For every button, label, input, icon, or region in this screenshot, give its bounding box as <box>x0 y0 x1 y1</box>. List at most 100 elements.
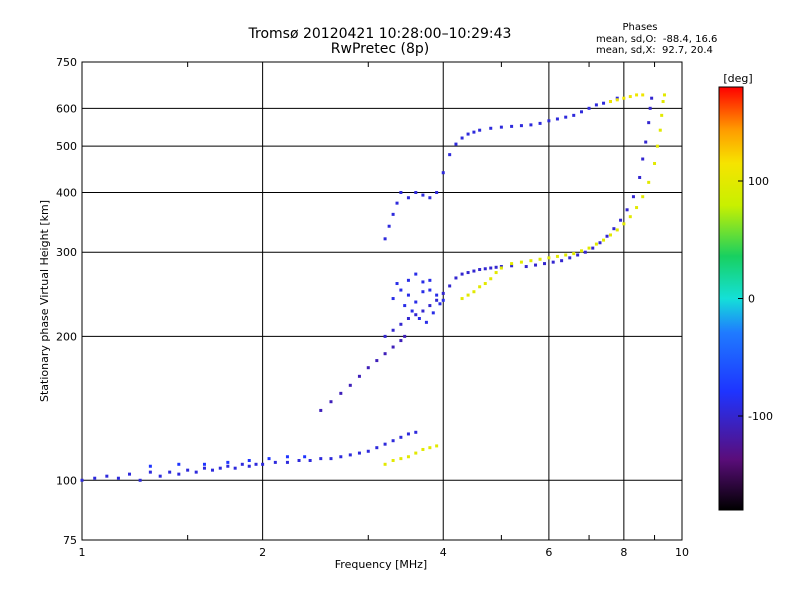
data-point <box>602 101 606 105</box>
data-point <box>538 257 542 261</box>
data-point <box>428 278 432 282</box>
data-point <box>383 442 387 446</box>
data-point <box>417 316 421 320</box>
y-tick-label: 300 <box>56 246 77 259</box>
data-point <box>240 462 244 466</box>
data-point <box>366 449 370 453</box>
data-point <box>460 297 464 301</box>
data-point <box>158 474 162 478</box>
y-tick-label: 600 <box>56 102 77 115</box>
data-point <box>580 249 584 253</box>
data-point <box>329 457 333 461</box>
data-point <box>428 446 432 450</box>
data-point <box>247 464 251 468</box>
data-point <box>435 444 439 448</box>
data-point <box>391 328 395 332</box>
data-point <box>660 113 664 117</box>
data-point <box>510 262 514 266</box>
data-point <box>410 309 414 313</box>
data-point <box>391 439 395 443</box>
y-tick-label: 750 <box>56 56 77 69</box>
data-point <box>641 93 645 97</box>
data-point <box>494 265 498 269</box>
data-point <box>428 196 432 200</box>
data-point <box>414 190 418 194</box>
data-point <box>583 250 587 254</box>
phases-title: Phases <box>622 22 658 33</box>
data-point <box>441 298 445 302</box>
data-point <box>406 455 410 459</box>
data-point <box>391 458 395 462</box>
data-point <box>499 266 503 270</box>
data-point <box>608 233 612 237</box>
data-point <box>489 266 493 270</box>
data-point <box>499 125 503 129</box>
data-point <box>615 228 619 232</box>
x-tick-label: 10 <box>675 546 689 559</box>
data-point <box>622 96 626 100</box>
y-tick-label: 400 <box>56 186 77 199</box>
chart-title-line2: RwPretec (8p) <box>330 41 430 57</box>
data-point <box>602 238 606 242</box>
data-point <box>391 212 395 216</box>
data-point <box>357 451 361 455</box>
data-point <box>194 470 198 474</box>
data-point <box>638 175 642 179</box>
data-point <box>605 234 609 238</box>
data-point <box>631 195 635 199</box>
data-point <box>538 121 542 125</box>
data-point <box>218 466 222 470</box>
data-point <box>489 277 493 281</box>
data-point <box>210 468 214 472</box>
data-point <box>454 276 458 280</box>
x-tick-label: 4 <box>440 546 447 559</box>
data-point <box>494 271 498 275</box>
data-point <box>612 227 616 231</box>
data-point <box>414 272 418 276</box>
data-point <box>534 263 538 267</box>
data-point <box>460 272 464 276</box>
x-tick-label: 8 <box>620 546 627 559</box>
data-point <box>555 254 559 258</box>
data-point <box>273 460 277 464</box>
data-point <box>615 98 619 102</box>
data-point <box>391 345 395 349</box>
data-point <box>177 462 181 466</box>
y-tick-label: 200 <box>56 330 77 343</box>
data-point <box>116 476 120 480</box>
data-point <box>375 359 379 363</box>
data-point <box>428 288 432 292</box>
data-point <box>472 269 476 273</box>
phases-x-stats: mean, sd,X: 92.7, 20.4 <box>596 45 713 56</box>
data-point <box>454 142 458 146</box>
y-tick-label: 75 <box>63 534 77 547</box>
data-point <box>406 293 410 297</box>
data-point <box>547 256 551 260</box>
data-point <box>395 282 399 286</box>
data-point <box>587 246 591 250</box>
data-point <box>329 400 333 404</box>
data-point <box>653 161 657 165</box>
data-point <box>128 472 132 476</box>
data-point <box>403 304 407 308</box>
x-axis-title: Frequency [MHz] <box>335 558 427 571</box>
data-point <box>357 374 361 378</box>
phases-o-stats: mean, sd,O: -88.4, 16.6 <box>596 34 718 45</box>
data-point <box>524 265 528 269</box>
data-point <box>560 259 564 263</box>
data-point <box>348 383 352 387</box>
data-point <box>555 117 559 121</box>
data-point <box>431 311 435 315</box>
data-point <box>424 320 428 324</box>
data-point <box>661 100 665 104</box>
data-point <box>303 455 307 459</box>
data-point <box>647 180 651 184</box>
data-point <box>105 474 109 478</box>
data-point <box>519 124 523 128</box>
data-point <box>421 309 425 313</box>
data-point <box>483 267 487 271</box>
data-point <box>339 391 343 395</box>
data-point <box>375 446 379 450</box>
data-point <box>466 132 470 136</box>
data-point <box>202 462 206 466</box>
